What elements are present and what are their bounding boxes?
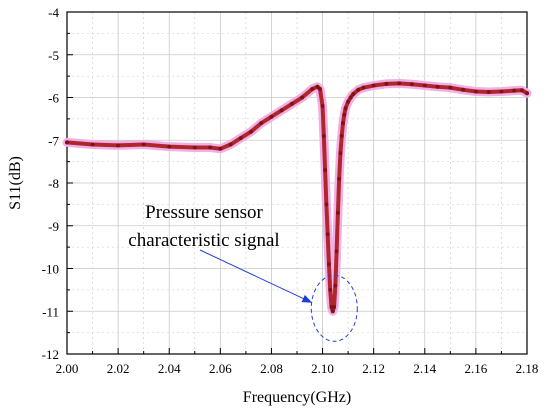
series-point-12 xyxy=(269,114,274,119)
x-tick-label-6: 2.12 xyxy=(362,361,385,376)
y-tick-label-2: -6 xyxy=(48,91,59,106)
series-point-3 xyxy=(141,142,146,147)
series-point-15 xyxy=(300,95,305,100)
series-point-1 xyxy=(90,142,95,147)
series-point-2 xyxy=(116,143,121,148)
series-point-45 xyxy=(397,81,402,86)
series-point-48 xyxy=(435,84,440,89)
series-point-9 xyxy=(238,136,243,141)
series-point-20 xyxy=(321,133,326,138)
annotation-arrow xyxy=(199,249,313,303)
series-point-10 xyxy=(249,129,253,134)
series-point-50 xyxy=(461,87,466,92)
y-axis-ticks: -4 -5 -6 -7 -8 -9 -10 -11 -12 xyxy=(42,5,73,362)
series-point-6 xyxy=(208,145,213,150)
series-point-36 xyxy=(342,112,347,117)
series-point-24 xyxy=(326,262,331,267)
annotation-text-line-1: Pressure sensor xyxy=(145,202,263,223)
series-point-56 xyxy=(525,91,529,96)
series-point-8 xyxy=(228,142,233,147)
y-axis-label: S11(dB) xyxy=(7,156,24,210)
series-point-39 xyxy=(348,95,353,100)
series-point-55 xyxy=(519,88,524,93)
series-point-19 xyxy=(320,104,325,109)
series-point-49 xyxy=(448,85,453,90)
series-point-42 xyxy=(361,85,366,90)
series-point-31 xyxy=(335,210,340,215)
series-point-7 xyxy=(218,146,223,151)
series-point-52 xyxy=(486,89,491,94)
series-point-43 xyxy=(371,83,376,88)
series-point-37 xyxy=(343,106,348,111)
series-point-27 xyxy=(330,309,335,314)
y-tick-label-3: -7 xyxy=(48,133,59,148)
series-point-46 xyxy=(410,82,414,87)
series-point-33 xyxy=(338,151,343,156)
series-point-30 xyxy=(334,249,339,254)
annotation: Pressure sensor characteristic signal xyxy=(128,202,358,342)
x-tick-label-2: 2.04 xyxy=(158,361,181,376)
y-tick-label-1: -5 xyxy=(48,48,59,63)
series-point-32 xyxy=(337,176,342,181)
grid-lines xyxy=(66,11,528,355)
y-tick-label-0: -4 xyxy=(48,5,59,20)
series-point-4 xyxy=(167,144,172,149)
x-tick-label-7: 2.14 xyxy=(413,361,436,376)
series-point-5 xyxy=(192,145,197,150)
series-point-13 xyxy=(279,108,284,113)
x-tick-label-9: 2.18 xyxy=(516,361,539,376)
y-tick-label-8: -12 xyxy=(42,347,59,362)
series-point-35 xyxy=(341,121,345,126)
y-tick-label-6: -10 xyxy=(42,262,59,277)
series-point-53 xyxy=(499,89,504,94)
series-point-21 xyxy=(323,168,328,173)
x-axis-label: Frequency(GHz) xyxy=(243,389,351,406)
x-tick-label-1: 2.02 xyxy=(107,361,130,376)
y-tick-label-7: -11 xyxy=(42,304,59,319)
series-point-0 xyxy=(65,140,69,145)
x-tick-label-3: 2.06 xyxy=(209,361,232,376)
series-point-28 xyxy=(332,304,337,309)
series-point-18 xyxy=(318,86,322,91)
x-tick-label-4: 2.08 xyxy=(260,361,283,376)
series-point-40 xyxy=(351,92,356,97)
series-point-16 xyxy=(310,86,315,91)
series-point-51 xyxy=(473,89,478,94)
series-point-11 xyxy=(259,121,264,126)
x-tick-label-0: 2.00 xyxy=(56,361,79,376)
x-axis-ticks: 2.00 2.02 2.04 2.06 2.08 2.10 2.12 2.14 2.16 2.18 xyxy=(56,348,539,376)
series-point-47 xyxy=(422,83,427,88)
series-point-54 xyxy=(512,88,517,93)
x-tick-label-8: 2.16 xyxy=(465,361,488,376)
annotation-ellipse xyxy=(310,274,358,342)
series-point-23 xyxy=(325,232,330,237)
y-tick-label-5: -9 xyxy=(48,219,59,234)
annotation-text-line-2: characteristic signal xyxy=(128,230,279,251)
series-point-22 xyxy=(324,202,329,207)
series-point-41 xyxy=(356,87,361,92)
series-point-29 xyxy=(333,283,338,288)
series-point-44 xyxy=(384,81,389,86)
y-tick-label-4: -8 xyxy=(48,176,59,191)
series-point-25 xyxy=(328,287,333,292)
x-tick-label-5: 2.10 xyxy=(311,361,334,376)
series-point-34 xyxy=(339,133,344,138)
series-markers xyxy=(65,81,529,314)
series-point-38 xyxy=(346,99,351,104)
series-point-14 xyxy=(289,101,294,106)
